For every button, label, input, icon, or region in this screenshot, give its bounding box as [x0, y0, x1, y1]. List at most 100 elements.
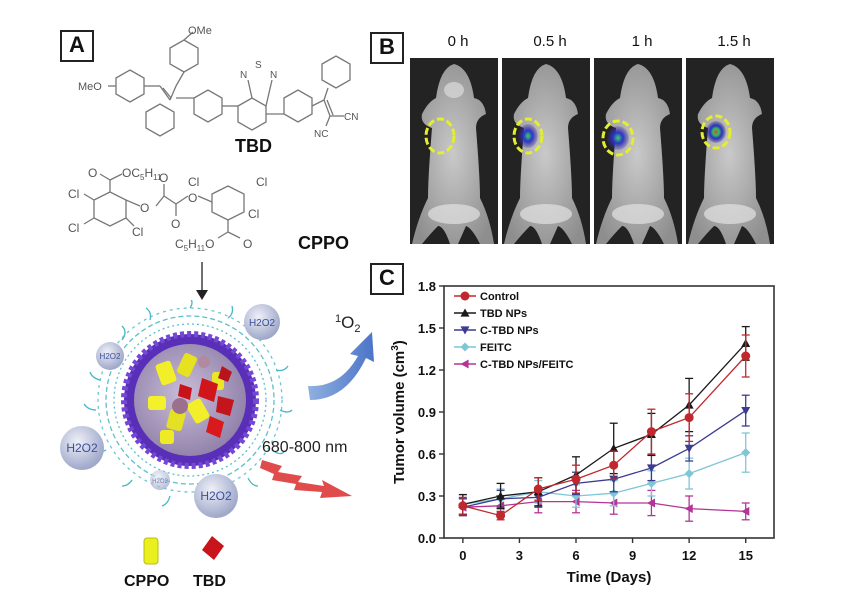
h2o2-molecule: H2O2 — [150, 470, 170, 490]
panel-b-label: B — [370, 32, 404, 64]
cl-atom: Cl — [188, 175, 199, 189]
curved-arrow-icon — [308, 332, 374, 400]
s-atom: S — [255, 60, 262, 71]
emission-zigzag-arrow-icon — [260, 460, 352, 498]
data-point — [609, 443, 619, 452]
tumor-roi-circle — [700, 114, 732, 150]
data-point — [533, 484, 543, 494]
y-tick-label: 1.2 — [418, 363, 436, 378]
y-tick-label: 0.3 — [418, 489, 436, 504]
data-point — [741, 407, 751, 416]
series-line — [462, 410, 747, 508]
series-control — [458, 334, 751, 521]
cppo-chemical-structure: O OC5H11 Cl Cl Cl O O O O Cl Cl Cl Cl C5… — [68, 166, 349, 253]
meo-group: MeO — [78, 81, 102, 93]
y-tick-label: 1.8 — [418, 279, 436, 294]
h2o2-molecule: H2O2 — [244, 304, 280, 340]
c5h11o-group: C5H11O — [175, 237, 214, 253]
svg-text:H2O2: H2O2 — [200, 489, 232, 503]
legend-label: FEITC — [480, 342, 512, 354]
tbd-legend-label: TBD — [193, 573, 226, 590]
mouse-imaging-panels — [410, 58, 774, 244]
ome-group: OMe — [188, 25, 212, 37]
y-axis-label: Tumor volume (cm3) — [390, 340, 408, 484]
legend-label: C-TBD NPs — [480, 325, 539, 337]
ring — [321, 55, 351, 89]
data-point — [741, 506, 750, 516]
legend-item: C-TBD NPs — [454, 325, 539, 337]
nc-group: NC — [314, 129, 328, 140]
y-tick-label: 1.5 — [418, 321, 436, 336]
ring — [169, 39, 199, 73]
nanoparticle-illustration: H2O2 H2O2 H2O2 H2O2 H2O2 1O2 680-800 nm … — [60, 300, 374, 590]
data-point — [460, 342, 470, 352]
y-tick-label: 0.9 — [418, 405, 436, 420]
data-point — [460, 326, 470, 335]
timepoint-label: 1 h — [631, 33, 653, 50]
x-tick-label: 12 — [682, 548, 696, 563]
timepoint-label: 0.5 h — [533, 33, 567, 50]
panel-a-label: A — [60, 30, 94, 62]
x-axis-label: Time (Days) — [567, 569, 652, 586]
h2o2-molecule: H2O2 — [60, 426, 104, 470]
legend-item: TBD NPs — [454, 308, 527, 320]
ester-o: O — [140, 201, 149, 215]
series-line — [462, 342, 747, 506]
x-tick-label: 15 — [738, 548, 752, 563]
svg-text:H2O2: H2O2 — [66, 441, 98, 455]
svg-text:H2O2: H2O2 — [152, 479, 168, 485]
data-point — [496, 491, 506, 500]
tumor-roi-circle — [601, 119, 635, 157]
ester-o: O — [188, 191, 197, 205]
data-point — [609, 460, 619, 470]
data-point — [741, 448, 751, 458]
core-payload — [148, 353, 234, 444]
down-arrow-icon — [196, 262, 208, 300]
svg-text:H2O2: H2O2 — [100, 352, 121, 361]
oc5h11-group: OC5H11 — [122, 166, 162, 182]
ring — [237, 97, 267, 131]
data-point — [460, 359, 469, 369]
oxalate-o: O — [159, 171, 168, 185]
data-point — [684, 413, 694, 423]
legend-label: Control — [480, 291, 519, 303]
cppo-label: CPPO — [298, 233, 349, 253]
cppo-legend-label: CPPO — [124, 573, 169, 590]
x-tick-label: 3 — [516, 548, 523, 563]
singlet-oxygen-label: 1O2 — [335, 313, 360, 335]
legend-label: TBD NPs — [480, 308, 527, 320]
ring — [211, 185, 245, 221]
series-line — [462, 355, 747, 517]
ring — [193, 89, 223, 123]
x-tick-label: 9 — [629, 548, 636, 563]
cl-atom: Cl — [248, 207, 259, 221]
data-point — [646, 464, 656, 473]
data-point — [646, 427, 656, 437]
data-point — [571, 474, 581, 484]
ring — [283, 89, 313, 123]
tbd-chemical-structure: OMe MeO N S N CN NC TBD — [78, 25, 358, 155]
timepoint-label: 0 h — [447, 33, 469, 50]
data-point — [458, 501, 468, 511]
x-tick-label: 6 — [572, 548, 579, 563]
cl-atom: Cl — [68, 221, 79, 235]
x-tick-label: 0 — [459, 548, 466, 563]
legend-item: Control — [454, 291, 519, 303]
tumor-roi-circle — [424, 117, 456, 155]
carbonyl-o: O — [88, 166, 97, 180]
series-line — [462, 500, 746, 513]
oxalate-o: O — [171, 217, 180, 231]
data-point — [460, 308, 470, 317]
panel-c-label: C — [370, 263, 404, 295]
h2o2-molecule: H2O2 — [194, 474, 238, 518]
tbd-cube-icon — [202, 536, 224, 560]
n-atom: N — [240, 70, 247, 81]
series-tbd-nps — [458, 325, 751, 515]
data-point — [684, 504, 693, 514]
cl-atom: Cl — [68, 187, 79, 201]
y-tick-label: 0.6 — [418, 447, 436, 462]
n-atom: N — [270, 70, 277, 81]
ring — [145, 103, 175, 137]
cn-group: CN — [344, 112, 358, 123]
legend-label: C-TBD NPs/FEITC — [480, 359, 574, 371]
